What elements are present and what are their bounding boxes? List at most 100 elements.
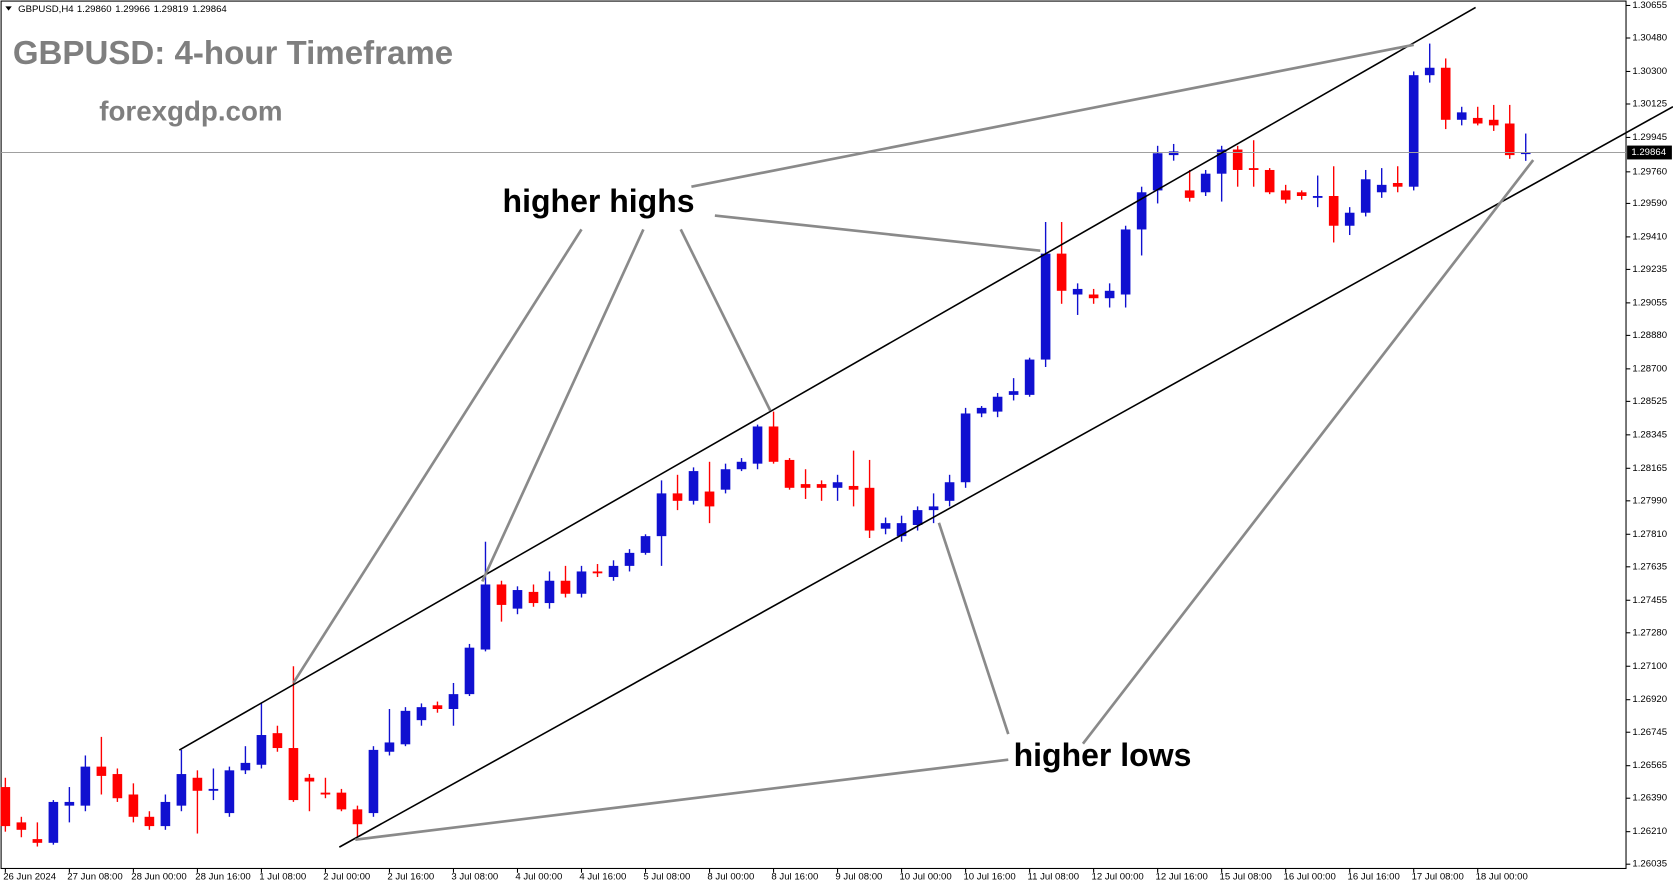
candle-body	[736, 461, 747, 470]
candle-body	[672, 493, 683, 501]
y-tick-label: 1.27455	[1632, 595, 1667, 606]
y-tick-label: 1.30480	[1632, 33, 1667, 44]
candle-body	[48, 801, 59, 843]
y-tick-label: 1.28345	[1632, 429, 1667, 440]
x-tick-label: 16 Jul 16:00	[1348, 872, 1400, 883]
candle-body	[432, 705, 443, 709]
x-tick-label: 5 Jul 08:00	[643, 872, 690, 883]
pointer	[292, 228, 583, 684]
lower-channel-line	[338, 105, 1673, 848]
candle-body	[720, 469, 731, 490]
candle-body	[512, 590, 523, 609]
candle-body	[768, 426, 779, 462]
x-tick-label: 18 Jul 00:00	[1476, 872, 1528, 883]
x-tick-label: 8 Jul 00:00	[707, 872, 754, 883]
candle-body	[224, 770, 235, 814]
candle-body	[384, 742, 395, 752]
candle-body	[1024, 359, 1035, 395]
candle-body	[1216, 149, 1227, 174]
y-tick-label: 1.29590	[1632, 198, 1667, 209]
y-tick-label: 1.29055	[1632, 297, 1667, 308]
candle-body	[64, 801, 75, 806]
y-tick-label: 1.29410	[1632, 231, 1667, 242]
plot-frame	[0, 0, 1627, 870]
candle-body	[96, 766, 107, 776]
candle-body	[144, 816, 155, 827]
candle-body	[640, 536, 651, 553]
candle-body	[416, 707, 427, 721]
y-tick-label: 1.26745	[1632, 727, 1667, 738]
ohlc-close: 1.29864	[192, 4, 227, 15]
candle-body	[928, 506, 939, 511]
candle-body	[320, 792, 331, 795]
y-tick-label: 1.29945	[1632, 132, 1667, 143]
y-tick-label: 1.26565	[1632, 760, 1667, 771]
candle-body	[176, 774, 187, 806]
candle-body	[832, 482, 843, 488]
candle-body	[0, 787, 11, 827]
candle-body	[1088, 294, 1099, 299]
candle-body	[528, 591, 539, 604]
candle-body	[800, 484, 811, 488]
candle-body	[480, 584, 491, 650]
candle-body	[992, 396, 1003, 412]
candle-body	[944, 482, 955, 501]
candle-body	[1376, 184, 1387, 193]
x-tick-label: 4 Jul 00:00	[515, 872, 562, 883]
x-tick-label: 26 Jun 2024	[3, 872, 56, 883]
upper-channel-line	[178, 6, 1476, 751]
candle-body	[1248, 168, 1259, 170]
y-tick-label: 1.27810	[1632, 529, 1667, 540]
candle-body	[1360, 179, 1371, 213]
candle-body	[1456, 112, 1467, 120]
y-tick-label: 1.26920	[1632, 694, 1667, 705]
candle-body	[288, 748, 299, 801]
candle-body	[1424, 67, 1435, 76]
y-tick-label: 1.29760	[1632, 166, 1667, 177]
candle-body	[16, 822, 27, 830]
pointer	[937, 522, 1010, 735]
pointer	[714, 214, 1041, 253]
candle-body	[608, 565, 619, 578]
pointer	[481, 228, 645, 583]
y-tick-label: 1.30655	[1632, 0, 1667, 11]
candle-body	[80, 766, 91, 806]
candle-body	[1056, 253, 1067, 291]
candle-body	[560, 580, 571, 594]
candle-body	[256, 735, 267, 765]
candle-body	[656, 493, 667, 537]
candle-body	[688, 471, 699, 501]
candle-body	[1488, 119, 1499, 126]
candle-body	[352, 809, 363, 825]
candle-body	[1152, 153, 1163, 191]
candle-body	[1504, 123, 1515, 156]
annotation: higher lows	[1014, 737, 1192, 773]
candle-body	[1296, 192, 1307, 196]
candle-body	[464, 647, 475, 695]
x-tick-label: 4 Jul 16:00	[579, 872, 626, 883]
candle-body	[1344, 212, 1355, 226]
x-tick-label: 27 Jun 08:00	[67, 872, 122, 883]
symbol: GBPUSD,H4	[18, 4, 74, 15]
y-tick-label: 1.28165	[1632, 463, 1667, 474]
ohlc-open: 1.29860	[77, 4, 112, 15]
candle-body	[1520, 152, 1531, 155]
y-tick-label: 1.27990	[1632, 495, 1667, 506]
candle-body	[1280, 190, 1291, 200]
y-tick-label: 1.28700	[1632, 363, 1667, 374]
candle-body	[1120, 229, 1131, 295]
x-tick-label: 2 Jul 00:00	[323, 872, 370, 883]
pointer	[355, 758, 1009, 841]
ohlc-high: 1.29966	[115, 4, 150, 15]
price-tag	[1627, 145, 1672, 160]
candle-body	[1232, 149, 1243, 170]
x-tick-label: 28 Jun 00:00	[131, 872, 186, 883]
candle-body	[1040, 253, 1051, 360]
chart-title: GBPUSD: 4-hour Timeframe	[13, 35, 453, 72]
y-tick-label: 1.27280	[1632, 627, 1667, 638]
candle-body	[1312, 195, 1323, 198]
candle-body	[368, 749, 379, 814]
candle-body	[960, 413, 971, 483]
candle-body	[32, 839, 43, 843]
